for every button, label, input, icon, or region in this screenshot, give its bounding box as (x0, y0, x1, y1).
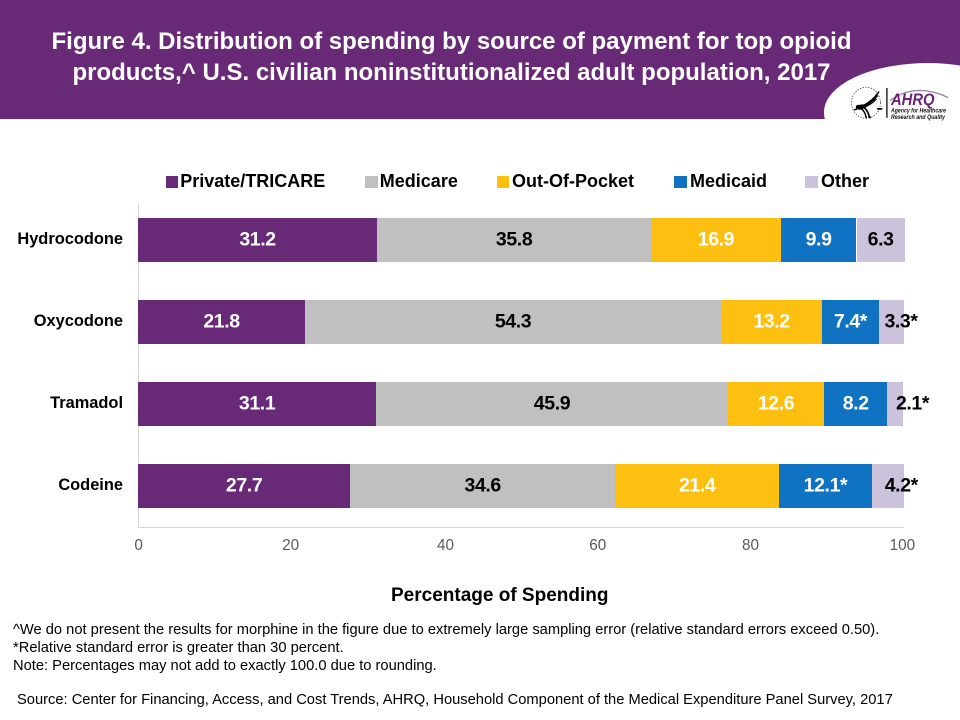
svg-text:AHRQ: AHRQ (890, 91, 935, 109)
svg-text:Research and Quality: Research and Quality (891, 114, 945, 121)
svg-text:Agency for Healthcare: Agency for Healthcare (890, 108, 946, 115)
